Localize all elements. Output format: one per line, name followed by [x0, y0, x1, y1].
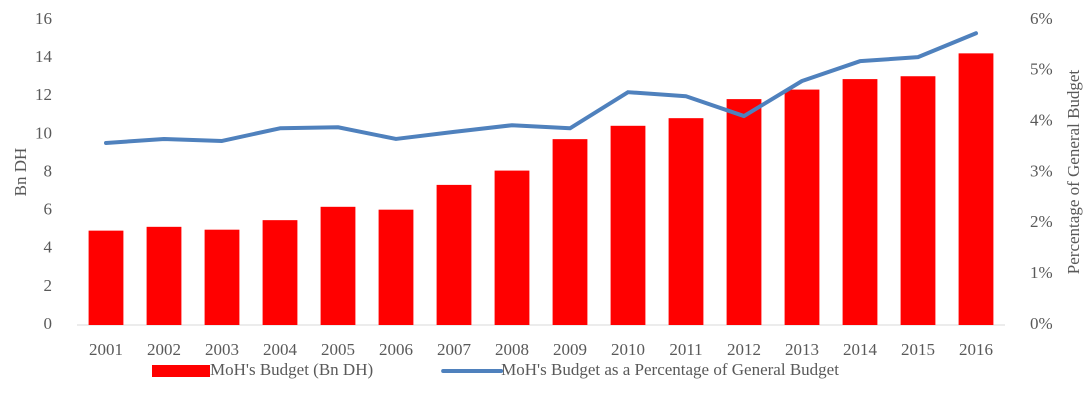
bar: [726, 99, 762, 325]
bar: [494, 170, 530, 325]
y-tick-label: 14: [35, 47, 53, 66]
bar: [88, 230, 124, 325]
bar: [958, 53, 994, 325]
x-tick-label: 2005: [321, 340, 355, 359]
y-tick-label: 8: [44, 161, 53, 180]
x-tick-label: 2010: [611, 340, 645, 359]
y-tick-label: 2: [44, 276, 53, 295]
x-tick-label: 2011: [669, 340, 702, 359]
y2-tick-label: 4%: [1030, 111, 1053, 130]
legend-label: MoH's Budget (Bn DH): [210, 360, 373, 379]
y2-tick-label: 5%: [1030, 60, 1053, 79]
bar: [668, 118, 704, 325]
x-tick-label: 2002: [147, 340, 181, 359]
x-tick-label: 2001: [89, 340, 123, 359]
y2-tick-label: 0%: [1030, 314, 1053, 333]
y2-tick-label: 1%: [1030, 263, 1053, 282]
y2-tick-label: 3%: [1030, 161, 1053, 180]
bar: [784, 89, 820, 325]
y-tick-label: 6: [44, 200, 53, 219]
y-axis-title: Bn DH: [11, 148, 30, 197]
x-tick-label: 2004: [263, 340, 298, 359]
bar: [262, 220, 298, 325]
x-tick-label: 2006: [379, 340, 413, 359]
y2-tick-label: 2%: [1030, 212, 1053, 231]
bar: [436, 184, 472, 325]
y-tick-label: 0: [44, 314, 53, 333]
line: [104, 31, 978, 146]
y2-tick-label: 6%: [1030, 9, 1053, 28]
legend-label: MoH's Budget as a Percentage of General …: [501, 360, 839, 379]
y-tick-label: 16: [35, 9, 52, 28]
bar: [610, 125, 646, 325]
bar: [900, 76, 936, 325]
x-tick-label: 2015: [901, 340, 935, 359]
legend-swatch: [152, 365, 210, 377]
bar: [378, 209, 414, 325]
bar: [320, 206, 356, 325]
x-tick-label: 2013: [785, 340, 819, 359]
x-tick-label: 2003: [205, 340, 239, 359]
bar: [204, 229, 240, 325]
bar: [842, 79, 878, 325]
x-tick-label: 2007: [437, 340, 472, 359]
bar: [552, 139, 588, 325]
y-tick-label: 4: [44, 238, 53, 257]
x-tick-label: 2008: [495, 340, 529, 359]
x-tick-label: 2016: [959, 340, 993, 359]
y-tick-label: 12: [35, 85, 52, 104]
bar: [146, 226, 182, 325]
x-tick-label: 2012: [727, 340, 761, 359]
y-tick-label: 10: [35, 123, 52, 142]
y2-axis-title: Percentage of General Budget: [1064, 70, 1083, 275]
x-tick-label: 2014: [843, 340, 878, 359]
x-tick-label: 2009: [553, 340, 587, 359]
